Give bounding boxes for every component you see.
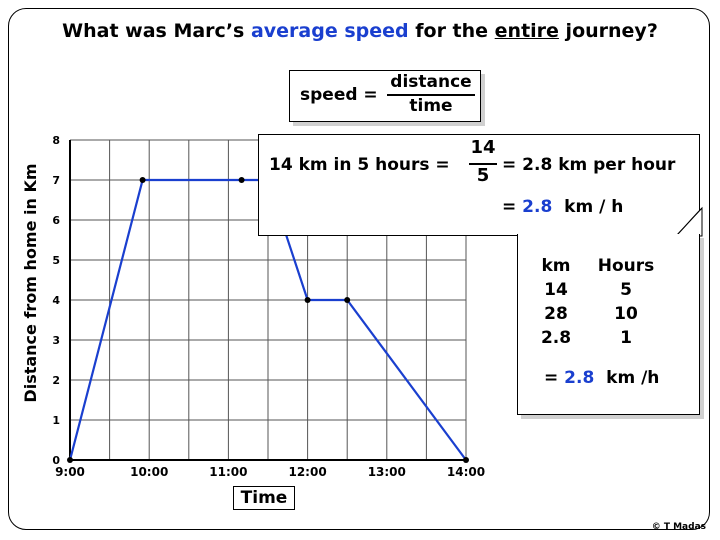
x-tick-label: 14:00 — [447, 465, 485, 479]
x-tick-label: 11:00 — [209, 465, 247, 479]
callout-result: = 2.8 km per hour — [502, 155, 676, 175]
y-tick-label: 0 — [52, 454, 60, 467]
ratio-result-value: 2.8 — [564, 368, 595, 388]
ratio-table-km-cell: 14 — [544, 280, 568, 300]
data-point — [463, 457, 469, 463]
x-tick-label: 9:00 — [55, 465, 85, 479]
y-tick-label: 3 — [52, 334, 60, 347]
x-axis-label: Time — [233, 486, 295, 510]
callout-answer-unit: km / h — [564, 197, 624, 217]
data-point — [67, 457, 73, 463]
formula-numerator: distance — [390, 72, 472, 92]
ratio-table-panel: km 14 28 2.8 Hours 5 10 1 = 2.8 km /h — [517, 234, 700, 415]
callout-answer-eq: = — [502, 197, 517, 217]
chart-grid — [69, 139, 467, 461]
data-point — [344, 297, 351, 303]
y-tick-label: 1 — [52, 414, 60, 427]
y-tick-label: 4 — [52, 294, 60, 307]
chart-tick-labels: 0 1 2 3 4 5 6 7 8 9:00 10:00 11:00 12:00 13:00 14:00 — [52, 134, 485, 479]
callout-fraction-denominator: 5 — [476, 165, 490, 186]
x-tick-label: 12:00 — [288, 465, 326, 479]
ratio-table-km-column: km 14 28 2.8 — [526, 254, 586, 350]
ratio-table-header-km: km — [541, 256, 571, 276]
formula-fraction-bar — [387, 94, 475, 96]
callout-answer-value: 2.8 — [522, 197, 553, 217]
slide-frame — [8, 8, 710, 530]
question-part2: for the — [408, 20, 495, 42]
ratio-table-result: = 2.8 km /h — [544, 368, 659, 388]
calculation-callout: 14 km in 5 hours = 14 5 = 2.8 km per hou… — [258, 134, 700, 236]
data-point — [304, 297, 311, 303]
data-point — [238, 177, 245, 183]
copyright-notice: © T Madas — [651, 522, 706, 532]
question-highlight: average speed — [250, 20, 409, 42]
ratio-result-unit: km /h — [606, 368, 660, 388]
speed-formula-box: speed = distance time — [289, 70, 481, 122]
ratio-table-header-hours: Hours — [597, 256, 655, 276]
x-tick-label: 10:00 — [130, 465, 168, 479]
data-point — [139, 177, 146, 183]
x-tick-label: 13:00 — [368, 465, 406, 479]
ratio-table-hours-cell: 10 — [614, 304, 638, 324]
callout-answer: = 2.8 km / h — [502, 197, 623, 217]
question-part3: journey? — [558, 20, 658, 42]
ratio-table-hours-cell: 5 — [620, 280, 632, 300]
callout-fraction-bar — [469, 163, 497, 165]
ratio-table-km-cell: 28 — [544, 304, 568, 324]
ratio-table-km-cell: 2.8 — [540, 328, 572, 348]
y-tick-label: 7 — [52, 174, 60, 187]
callout-prefix: 14 km in 5 hours = — [269, 155, 450, 175]
question-heading: What was Marc’s average speed for the en… — [0, 20, 720, 42]
y-tick-label: 5 — [52, 254, 60, 267]
y-tick-label: 8 — [52, 134, 60, 147]
y-tick-label: 2 — [52, 374, 60, 387]
formula-denominator: time — [409, 96, 453, 116]
ratio-table-hours-cell: 1 — [620, 328, 632, 348]
formula-lhs: speed = — [300, 85, 378, 105]
question-underlined: entire — [494, 20, 559, 42]
ratio-result-eq: = — [544, 368, 559, 388]
callout-fraction-numerator: 14 — [470, 137, 496, 158]
ratio-table-hours-column: Hours 5 10 1 — [596, 254, 656, 350]
question-part1: What was Marc’s — [62, 20, 251, 42]
y-tick-label: 6 — [52, 214, 60, 227]
y-axis-label: Distance from home in Km — [21, 163, 40, 403]
